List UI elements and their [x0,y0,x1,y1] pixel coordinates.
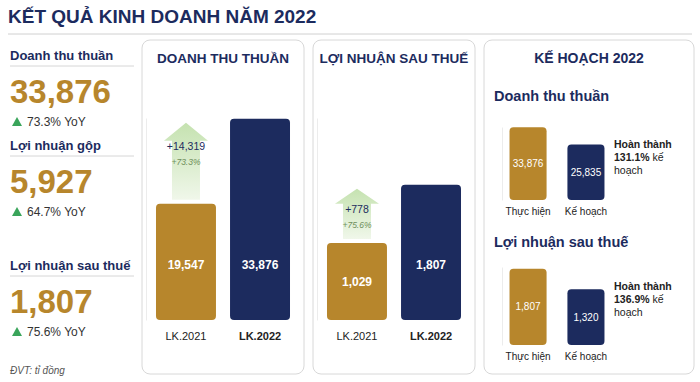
panel [142,40,304,374]
infographic: KẾT QUẢ KINH DOANH NĂM 2022 Doanh thu thu… [0,0,700,382]
x-axis: Thực hiện Kế hoạch [506,206,608,217]
chart-title: Doanh thu thuần [494,88,609,104]
bar [510,269,547,345]
change-arrow [164,123,208,200]
kpi-value: 1,807 [10,283,93,320]
change-annotation: +75.6% [342,220,372,230]
x-axis: Thực hiện Kế hoạch [506,351,608,362]
data-label: 33,876 [242,258,279,272]
y-axis-line [502,128,503,201]
x-tick: Thực hiện [506,206,551,217]
bar [567,145,604,200]
bar [401,185,461,320]
kpi-rule [10,156,134,157]
y-axis [502,128,503,201]
x-tick-label: Thực hiện [506,206,551,217]
kpi-label: Lợi nhuận gộp [10,138,101,153]
bar-chart: DOANH THU THUẦN19,54733,876LK.2021LK.202… [147,51,291,342]
x-tick: Kế hoạch [565,351,607,362]
bar [327,243,387,320]
chart-title: Lợi nhuận sau thuế [494,234,629,250]
y-axis [317,119,318,321]
x-tick-label: Kế hoạch [565,351,607,362]
y-axis-line [146,119,147,321]
bar-chart: Doanh thu thuần 33,876 25,835 Thực hiện Kế h… [494,88,672,217]
y-axis [502,268,503,346]
bars [156,119,290,320]
x-tick: LK.2022 [239,330,281,342]
kpi: Lợi nhuận sau thuế 1,807 75.6% YoY [10,258,134,339]
chart-title: LỢI NHUẬN SAU THUẾ [320,51,469,66]
x-tick: Kế hoạch [565,206,607,217]
x-tick-label: LK.2021 [336,330,377,342]
kpi-rule [10,276,134,277]
kpi-label: Doanh thu thuần [10,48,113,63]
x-tick: LK.2021 [336,330,377,342]
x-tick-label: LK.2022 [410,330,452,342]
kpi-up-icon [12,117,22,126]
x-tick: LK.2022 [410,330,452,342]
data-label: 1,807 [516,301,541,312]
bars [327,185,461,320]
y-axis [146,119,147,321]
data-label: 1,029 [342,275,372,289]
panel [313,40,475,374]
kpi-value: 33,876 [10,73,111,110]
x-axis: LK.2021 LK.2022 [336,330,452,342]
change-annotation: +14,319 [167,140,205,152]
kpi-up-icon [12,327,22,336]
chart-title: DOANH THU THUẦN [157,51,289,66]
bar [156,204,216,320]
x-tick: Thực hiện [506,351,551,362]
kpi-rule [10,66,134,67]
data-label: 19,547 [168,258,205,272]
panel [484,40,694,374]
x-tick: LK.2021 [165,330,206,342]
data-label: 1,320 [573,312,598,323]
page: KẾT QUẢ KINH DOANH NĂM 2022 Doanh thu thu… [0,0,700,382]
y-axis-line [317,119,318,321]
bar [567,289,604,345]
panel-title: KẾ HOẠCH 2022 [534,50,644,66]
kpi: Doanh thu thuần 33,876 73.3% YoY [10,48,134,129]
kpi-change: 64.7% YoY [27,205,86,219]
bar [510,127,547,200]
kpi-change: 75.6% YoY [27,325,86,339]
kpi-up-icon [12,207,22,216]
bar [230,119,290,320]
kpi-label: Lợi nhuận sau thuế [10,258,131,273]
change-arrow [335,189,379,239]
data-label: 33,876 [513,158,544,169]
completion-note: Hoàn thành131.1% kếhoạch [614,138,672,176]
unit-note: ĐVT: tỉ đồng [10,365,65,376]
x-tick-label: LK.2021 [165,330,206,342]
bar-chart: LỢI NHUẬN SAU THUẾ1,0291,807LK.2021LK.20… [318,51,469,342]
x-tick-label: Kế hoạch [565,206,607,217]
kpi-change: 73.3% YoY [27,115,86,129]
data-label: 1,807 [416,258,446,272]
x-tick-label: LK.2022 [239,330,281,342]
change-annotation: +778 [345,203,369,215]
y-axis-line [502,268,503,346]
change-annotation: +73.3% [171,157,201,167]
x-tick-label: Thực hiện [506,351,551,362]
completion-note: Hoàn thành136.9% kếhoạch [614,280,672,318]
kpi-value: 5,927 [10,163,93,200]
bars [510,127,605,200]
title-rule [8,34,692,35]
page-title: KẾT QUẢ KINH DOANH NĂM 2022 [8,6,316,27]
data-label: 25,835 [571,167,602,178]
bar-chart: Lợi nhuận sau thuế 1,807 1,320 Thực hiện Kế … [494,234,672,362]
x-axis: LK.2021 LK.2022 [165,330,281,342]
bars [510,269,605,345]
kpi: Lợi nhuận gộp 5,927 64.7% YoY [10,138,134,219]
